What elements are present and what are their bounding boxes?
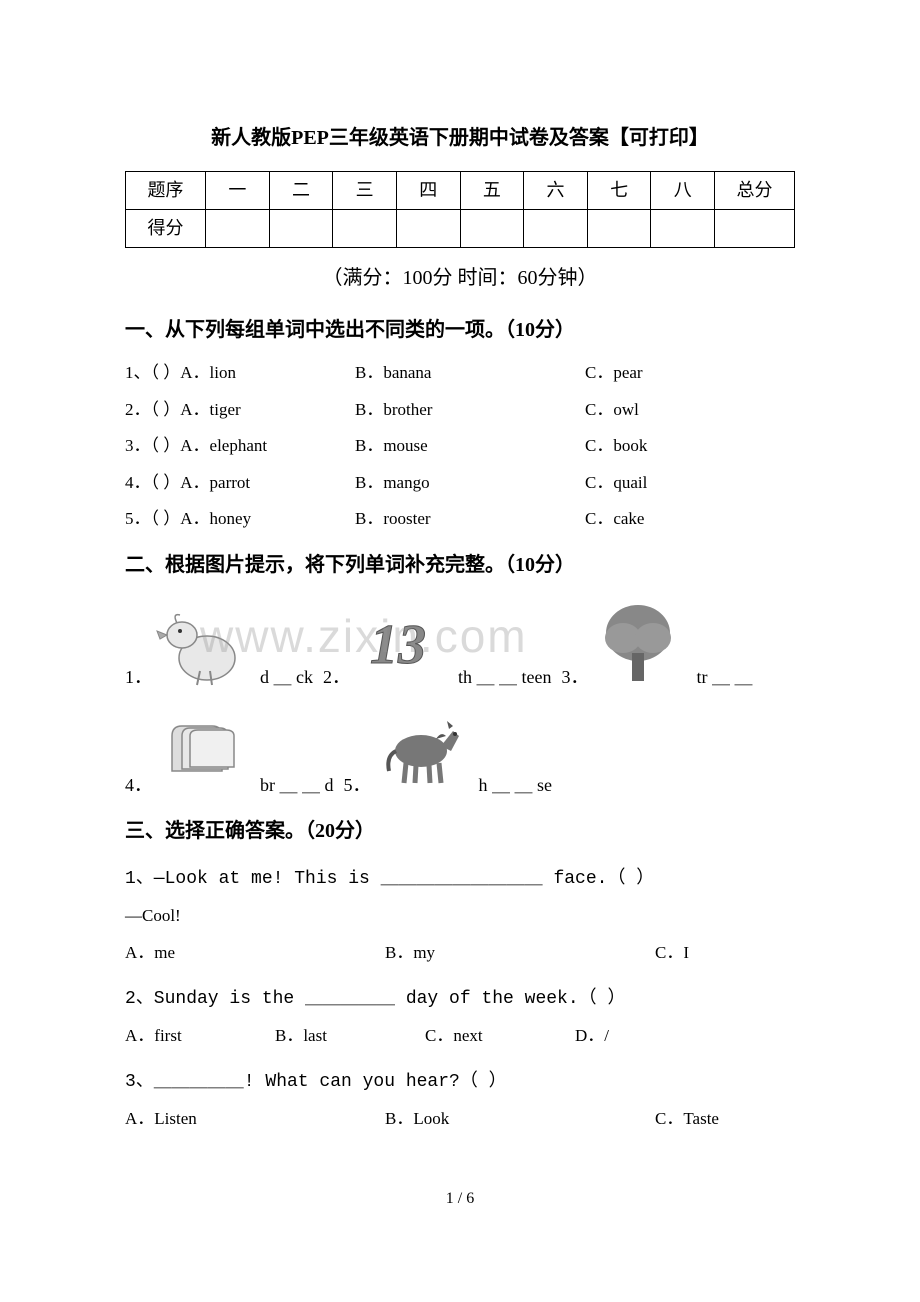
option-c: C．pear [585,358,795,389]
table-cell [587,210,651,248]
section-2-heading: 二、根据图片提示，将下列单词补充完整。（10分） [125,547,795,583]
item-num: 1． [125,661,152,693]
option-b: B．Look [385,1104,615,1135]
option-a: （ ）A．lion [151,363,236,382]
table-header: 五 [460,172,524,210]
question-row: 2．（ ）A．tiger B．brother C．owl [125,395,795,426]
q3-3-text: 3、＿＿＿＿＿! What can you hear?（ ） [125,1066,795,1098]
option-a: （ ）A．parrot [151,473,251,492]
fill-word: br ＿ ＿ d [260,769,334,801]
table-header: 六 [524,172,588,210]
fill-word: d ＿ ck [260,661,313,693]
table-header: 总分 [715,172,795,210]
option-c: C．book [585,431,795,462]
option-c: C．Taste [655,1104,755,1135]
score-table: 题序 一 二 三 四 五 六 七 八 总分 得分 [125,171,795,248]
table-header: 三 [333,172,397,210]
table-cell [333,210,397,248]
table-cell [206,210,270,248]
option-b: B．banana [355,358,585,389]
table-cell [715,210,795,248]
option-b: B．mouse [355,431,585,462]
section-3-heading: 三、选择正确答案。（20分） [125,813,795,849]
duck-image [152,593,252,693]
q3-1-sub: —Cool! [125,901,795,932]
exam-subtitle: （满分：100分 时间：60分钟） [125,260,795,296]
option-b: B．mango [355,468,585,499]
item-num: 3． [561,661,588,693]
question-num: 4． [125,473,151,492]
table-cell [651,210,715,248]
page-footer: 1 / 6 [125,1185,795,1214]
option-c: C．next [425,1021,575,1052]
bread-image [152,701,252,801]
question-num: 1、 [125,363,151,382]
option-b: B．last [275,1021,425,1052]
item-num: 2． [323,661,350,693]
question-row: 4．（ ）A．parrot B．mango C．quail [125,468,795,499]
option-c: C．I [655,938,755,969]
option-c: C．cake [585,504,795,535]
table-cell: 得分 [126,210,206,248]
option-a: A．me [125,938,345,969]
option-d: D．/ [575,1021,725,1052]
option-a: A．Listen [125,1104,345,1135]
option-a: （ ）A．honey [151,509,252,528]
option-c: C．quail [585,468,795,499]
table-cell [269,210,333,248]
option-c: C．owl [585,395,795,426]
horse-image [371,701,471,801]
question-num: 2． [125,400,151,419]
table-cell [460,210,524,248]
table-header: 八 [651,172,715,210]
option-a: （ ）A．elephant [151,436,268,455]
section-1-heading: 一、从下列每组单词中选出不同类的一项。（10分） [125,312,795,348]
q3-2-text: 2、Sunday is the ＿＿＿＿＿ day of the week.（ … [125,983,795,1015]
fill-word: h ＿ ＿ se [479,769,553,801]
thirteen-image: 13 [350,593,450,693]
fill-row-2: 4． br ＿ ＿ d 5． h [125,701,795,801]
option-b: B．my [385,938,615,969]
svg-text:13: 13 [370,614,426,676]
question-num: 5． [125,509,151,528]
q3-1-text: 1、—Look at me! This is ＿＿＿＿＿＿＿＿＿ face.（ … [125,863,795,895]
table-header: 一 [206,172,270,210]
option-a: （ ）A．tiger [151,400,241,419]
item-num: 4． [125,769,152,801]
table-header: 七 [587,172,651,210]
table-cell [524,210,588,248]
question-row: 5．（ ）A．honey B．rooster C．cake [125,504,795,535]
option-b: B．rooster [355,504,585,535]
table-header: 题序 [126,172,206,210]
table-header: 二 [269,172,333,210]
option-b: B．brother [355,395,585,426]
option-a: A．first [125,1021,275,1052]
table-cell [396,210,460,248]
table-header: 四 [396,172,460,210]
question-row: 1、（ ）A．lion B．banana C．pear [125,358,795,389]
fill-word: th ＿ ＿ teen [458,661,551,693]
question-num: 3． [125,436,151,455]
item-num: 5． [344,769,371,801]
fill-word: tr ＿ ＿ [696,661,752,693]
fill-row-1: 1． d ＿ ck 2． 13 th ＿ ＿ teen 3． [125,593,795,693]
page-title: 新人教版PEP三年级英语下册期中试卷及答案【可打印】 [125,120,795,156]
question-row: 3．（ ）A．elephant B．mouse C．book [125,431,795,462]
tree-image [588,593,688,693]
